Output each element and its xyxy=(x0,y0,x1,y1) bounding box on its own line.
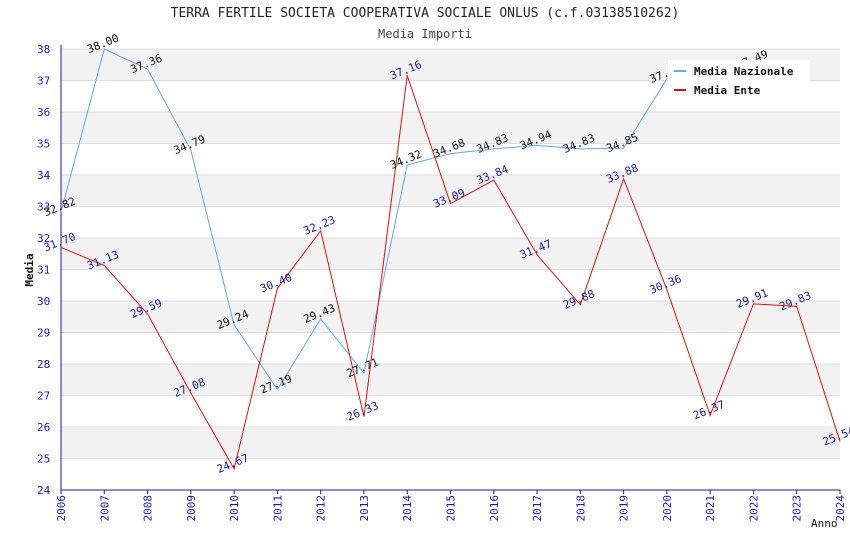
x-tick-label: 2022 xyxy=(747,495,760,522)
data-label: 32.23 xyxy=(302,213,338,237)
x-tick-label: 2008 xyxy=(142,495,155,522)
x-tick-label: 2009 xyxy=(185,495,198,522)
legend-swatch-media-ente xyxy=(674,89,686,91)
grid-bands xyxy=(61,49,840,459)
data-label: 30.40 xyxy=(258,271,294,295)
data-label: 26.37 xyxy=(691,398,727,422)
legend: Media Nazionale Media Ente xyxy=(668,60,810,104)
x-tick-label: 2023 xyxy=(791,495,804,522)
x-tick-label: 2014 xyxy=(401,495,414,522)
x-tick-label: 2024 xyxy=(834,495,847,522)
legend-label: Media Ente xyxy=(694,83,761,97)
x-tick-label: 2016 xyxy=(488,495,501,522)
y-tick-label: 32 xyxy=(37,232,50,245)
y-tick-label: 35 xyxy=(37,138,50,151)
y-axis-label: Media xyxy=(23,253,36,286)
axes xyxy=(60,45,841,494)
x-tick-label: 2020 xyxy=(661,495,674,522)
x-tick-label: 2011 xyxy=(271,495,284,522)
data-label: 32.82 xyxy=(42,195,78,219)
x-tick-label: 2007 xyxy=(98,495,111,522)
y-tick-label: 26 xyxy=(37,421,50,434)
y-tick-label: 38 xyxy=(37,43,50,56)
x-tick-label: 2012 xyxy=(315,495,328,522)
x-tick-labels: 2006 2007 2008 2009 2010 2011 2012 2013 2014 2015… xyxy=(55,495,847,522)
legend-swatch-media-nazionale xyxy=(674,70,686,72)
grid-band xyxy=(61,427,840,459)
legend-item-media-nazionale: Media Nazionale xyxy=(674,64,793,78)
grid-band xyxy=(61,364,840,396)
chart-subtitle: Media Importi xyxy=(378,27,472,41)
y-tick-labels: 24 25 26 27 28 29 30 31 32 33 34 35 36 37 38 xyxy=(37,43,51,497)
grid-band xyxy=(61,175,840,207)
legend-label: Media Nazionale xyxy=(694,64,794,78)
y-tick-label: 33 xyxy=(37,201,50,214)
y-tick-label: 34 xyxy=(37,169,51,182)
x-tick-label: 2021 xyxy=(704,495,717,522)
y-tick-label: 31 xyxy=(37,264,50,277)
series-lines xyxy=(60,49,841,471)
grid-band xyxy=(61,238,840,270)
x-tick-label: 2013 xyxy=(358,495,371,522)
x-tick-label: 2006 xyxy=(55,495,68,522)
y-tick-label: 27 xyxy=(37,390,50,403)
data-label: 30.36 xyxy=(648,272,684,296)
series-line-media-ente xyxy=(60,75,841,471)
x-axis-label: Anno xyxy=(811,517,838,530)
x-tick-label: 2019 xyxy=(618,495,631,522)
y-tick-label: 24 xyxy=(37,484,51,497)
series-line-media-nazionale xyxy=(61,49,753,390)
legend-item-media-ente: Media Ente xyxy=(674,83,760,97)
x-tick-label: 2015 xyxy=(445,495,458,522)
y-tick-label: 25 xyxy=(37,453,50,466)
y-tick-label: 37 xyxy=(37,75,50,88)
y-tick-label: 30 xyxy=(37,295,50,308)
grid-band xyxy=(61,112,840,144)
y-tick-label: 28 xyxy=(37,358,50,371)
y-tick-label: 36 xyxy=(37,106,50,119)
data-label: 34.32 xyxy=(388,147,424,171)
grid-band xyxy=(61,301,840,333)
x-tick-label: 2017 xyxy=(531,495,544,522)
x-tick-label: 2018 xyxy=(574,495,587,522)
y-tick-label: 29 xyxy=(37,327,50,340)
chart-title: TERRA FERTILE SOCIETA COOPERATIVA SOCIAL… xyxy=(170,6,680,21)
data-label: 26.33 xyxy=(345,399,381,423)
x-tick-label: 2010 xyxy=(228,495,241,522)
